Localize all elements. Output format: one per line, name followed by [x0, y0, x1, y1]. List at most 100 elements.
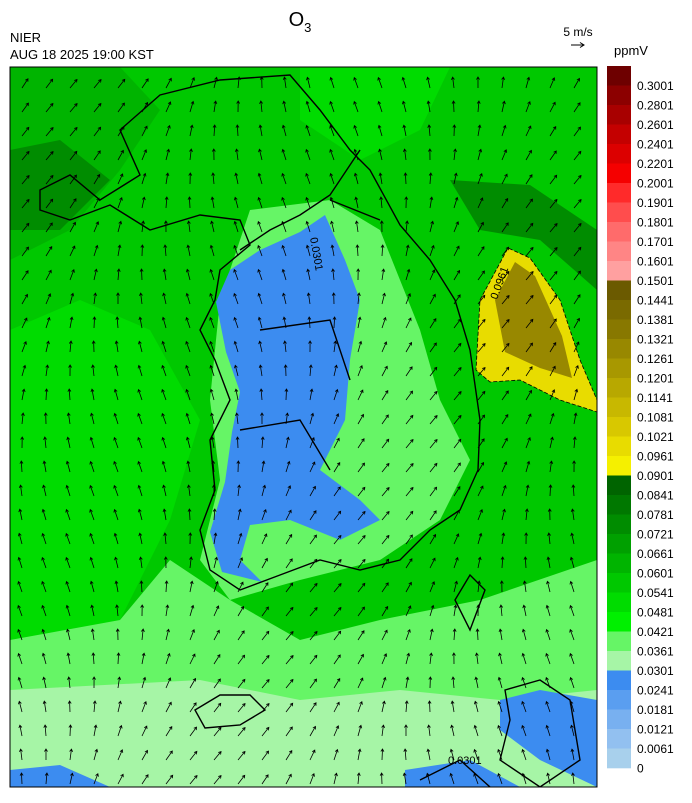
- wind-arrow: [429, 486, 438, 497]
- wind-arrow: [233, 292, 239, 305]
- wind-arrow: [453, 221, 460, 233]
- wind-arrow: [501, 173, 508, 185]
- colorbar-label: 0.0241: [637, 684, 674, 698]
- wind-arrow: [261, 557, 268, 569]
- wind-arrow: [549, 341, 557, 353]
- wind-arrow: [573, 77, 580, 89]
- colorbar-label: 0.2001: [637, 177, 674, 191]
- wind-arrow: [381, 438, 390, 449]
- wind-arrow: [333, 388, 339, 401]
- wind-arrow: [213, 702, 222, 713]
- wind-arrow: [114, 340, 119, 353]
- wind-arrow: [65, 484, 71, 497]
- wind-arrow: [17, 580, 23, 593]
- wind-arrow: [426, 76, 431, 89]
- wind-arrow: [309, 654, 318, 665]
- wind-arrow: [42, 460, 47, 473]
- wind-arrow: [429, 652, 433, 665]
- wind-arrow: [138, 316, 143, 329]
- wind-arrow: [453, 245, 460, 257]
- wind-arrow: [381, 724, 386, 737]
- wind-arrow: [405, 414, 414, 425]
- wind-arrow: [185, 388, 191, 401]
- wind-arrow: [209, 268, 215, 281]
- wind-arrow: [545, 700, 551, 713]
- wind-arrow: [189, 653, 196, 665]
- colorbar-label: 0.1441: [637, 294, 674, 308]
- wind-arrow: [377, 76, 383, 89]
- wind-arrow: [381, 462, 390, 473]
- wind-arrow: [453, 294, 461, 305]
- wind-arrow: [501, 197, 509, 209]
- wind-arrow: [209, 292, 215, 305]
- colorbar-label: 0.0961: [637, 450, 674, 464]
- wind-arrow: [213, 76, 218, 89]
- wind-arrow: [379, 772, 384, 785]
- colorbar-label: 0.2201: [637, 157, 674, 171]
- wind-arrow: [355, 244, 360, 257]
- colorbar-label: 0.2401: [637, 138, 674, 152]
- wind-arrow: [66, 436, 71, 449]
- wind-arrow: [65, 604, 71, 617]
- wind-arrow: [213, 532, 218, 545]
- wind-arrow: [117, 724, 123, 737]
- wind-arrow: [429, 220, 434, 233]
- wind-arrow: [329, 76, 335, 89]
- wind-arrow: [477, 270, 485, 281]
- wind-arrow: [307, 316, 312, 329]
- wind-arrow: [93, 724, 98, 737]
- title-subscript: 3: [304, 20, 311, 35]
- wind-arrow: [285, 750, 293, 761]
- wind-arrow: [213, 605, 220, 617]
- wind-arrow: [92, 676, 96, 689]
- wind-arrow: [137, 460, 143, 473]
- colorbar-label: 0.0481: [637, 606, 674, 620]
- wind-arrow: [237, 678, 246, 689]
- wind-arrow: [285, 678, 294, 689]
- wind-arrow: [69, 748, 74, 761]
- wind-arrow: [237, 702, 246, 713]
- wind-arrow: [501, 414, 509, 425]
- colorbar-label: 0.1321: [637, 333, 674, 347]
- wind-arrow: [185, 412, 191, 425]
- wind-arrow: [285, 630, 294, 641]
- wind-arrow: [20, 436, 25, 449]
- wind-arrow: [141, 749, 148, 761]
- wind-arrow: [165, 774, 174, 785]
- wind-arrow: [141, 774, 149, 785]
- title: O3: [289, 9, 312, 35]
- wind-arrow: [91, 364, 95, 377]
- wind-arrow: [381, 316, 387, 329]
- wind-arrow: [549, 101, 556, 113]
- wind-arrow: [89, 508, 95, 521]
- wind-arrow: [42, 484, 47, 497]
- wind-arrows: [17, 76, 582, 785]
- wind-arrow: [17, 652, 23, 665]
- wind-arrow: [261, 630, 270, 641]
- wind-arrow: [67, 700, 72, 713]
- wind-arrow: [162, 484, 167, 497]
- wind-arrow: [165, 677, 172, 689]
- wind-arrow: [41, 532, 47, 545]
- wind-arrow: [569, 676, 575, 689]
- wind-arrow: [257, 172, 263, 185]
- wind-arrow: [333, 701, 340, 713]
- wind-arrow: [453, 604, 458, 617]
- colorbar-box: [607, 319, 631, 340]
- wind-arrow: [521, 724, 527, 737]
- wind-arrow: [261, 750, 270, 761]
- wind-arrow: [476, 100, 481, 113]
- wind-arrow: [45, 269, 52, 281]
- wind-arrow: [573, 317, 580, 329]
- wind-arrow: [477, 221, 484, 233]
- wind-arrow: [353, 172, 359, 185]
- wind-arrow: [353, 76, 359, 89]
- wind-arrow: [188, 172, 193, 185]
- colorbar-box: [607, 105, 631, 125]
- wind-arrow: [165, 101, 172, 113]
- wind-arrow: [571, 772, 575, 785]
- wind-arrow: [549, 365, 556, 377]
- wind-arrow: [117, 700, 122, 713]
- wind-arrow: [405, 341, 412, 353]
- wind-arrow: [261, 774, 269, 785]
